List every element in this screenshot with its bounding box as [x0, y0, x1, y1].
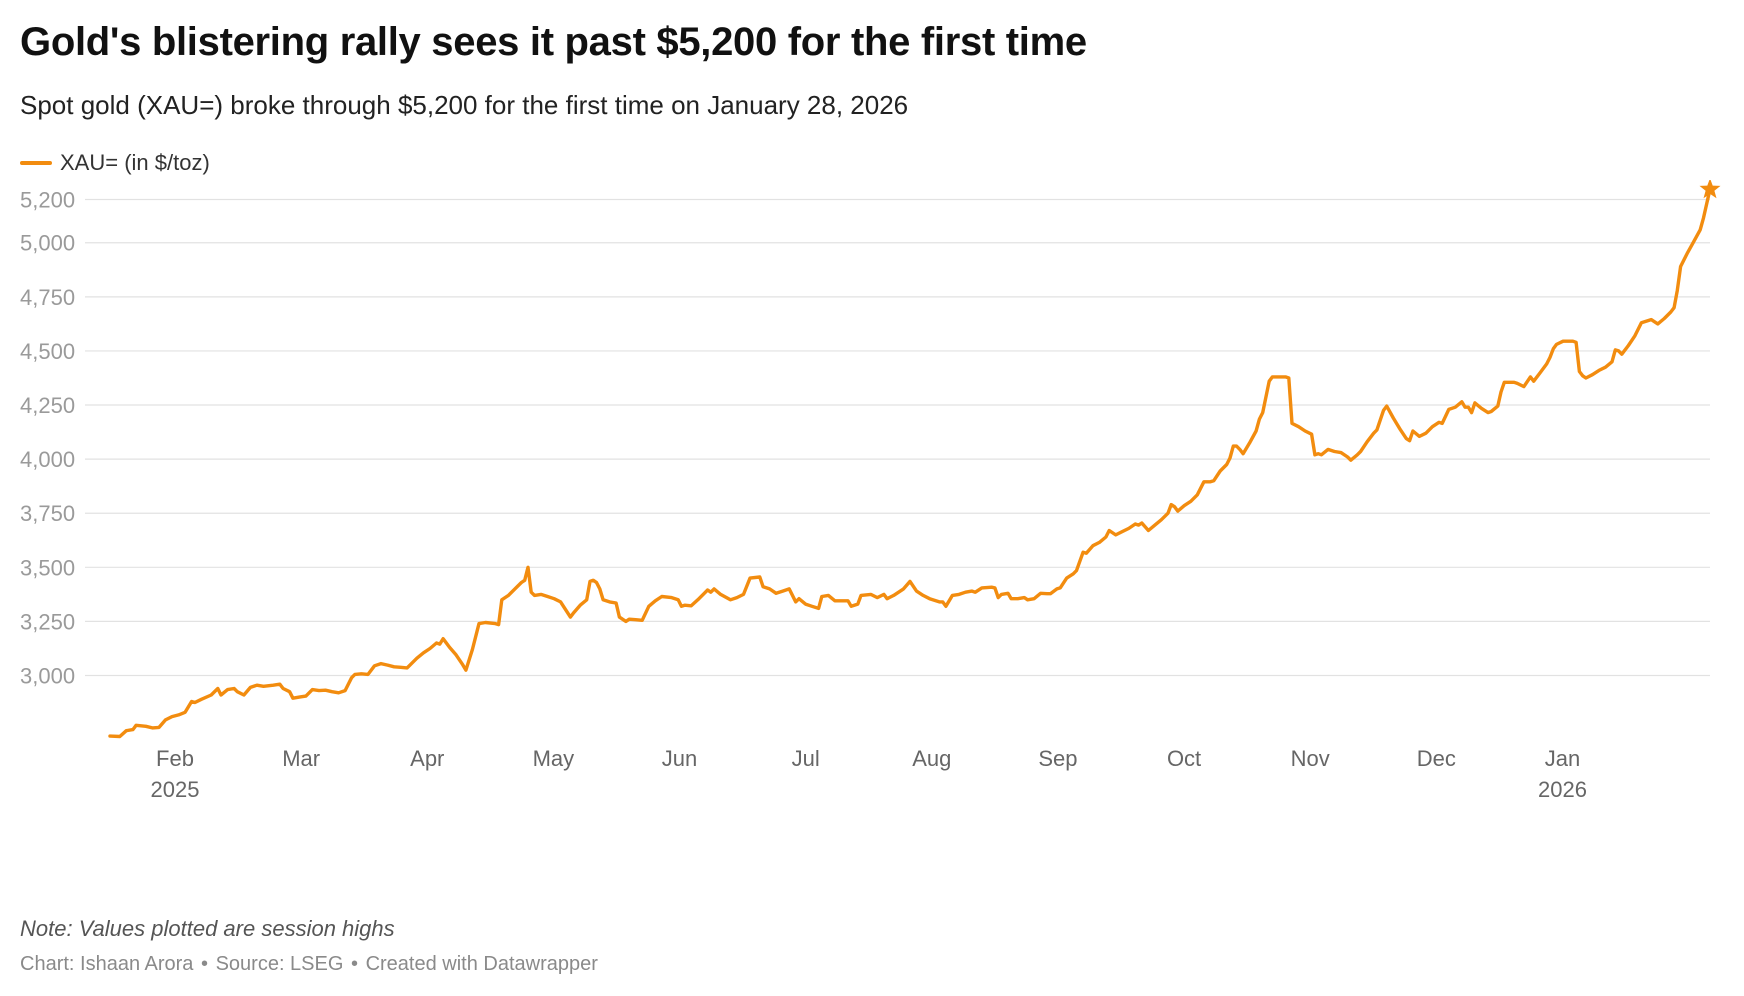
y-tick-label: 4,500: [20, 339, 75, 364]
x-tick-year-label: 2026: [1538, 777, 1587, 800]
x-tick-label: Aug: [912, 746, 951, 771]
x-tick-year-label: 2025: [151, 777, 200, 800]
y-tick-label: 4,750: [20, 285, 75, 310]
y-tick-label: 3,250: [20, 609, 75, 634]
chart-note: Note: Values plotted are session highs: [20, 916, 395, 941]
x-tick-label: May: [533, 746, 575, 771]
legend-swatch: [20, 161, 52, 165]
x-axis-ticks: Feb 2025 Mar Apr May Jun Jul Aug Sep Oct Nov Dec Jan…: [151, 746, 1587, 800]
x-tick-label: Jan: [1545, 746, 1580, 771]
series-line: [108, 187, 1712, 739]
x-tick-label: Nov: [1291, 746, 1330, 771]
credit-tool: Created with Datawrapper: [365, 953, 598, 975]
y-tick-label: 4,250: [20, 393, 75, 418]
chart-subtitle: Spot gold (XAU=) broke through $5,200 fo…: [20, 90, 909, 120]
line-chart: 3,000 3,250 3,500 3,750 4,000 4,250 4,500 4,750…: [20, 180, 1721, 800]
highlight-star-icon: [1699, 180, 1721, 199]
x-tick-label: Oct: [1167, 746, 1201, 771]
x-tick-label: Sep: [1038, 746, 1077, 771]
chart-credit: Chart: Ishaan Arora • Source: LSEG • Cre…: [20, 953, 598, 976]
credit-source: Source: LSEG: [215, 953, 344, 975]
credit-separator: •: [350, 953, 358, 975]
y-axis-ticks: 3,000 3,250 3,500 3,750 4,000 4,250 4,500 4,750…: [20, 187, 75, 688]
x-tick-label: Mar: [282, 746, 320, 771]
y-tick-label: 3,500: [20, 555, 75, 580]
credit-author: Chart: Ishaan Arora: [20, 953, 194, 975]
y-tick-label: 5,000: [20, 231, 75, 256]
legend: XAU= (in $/toz): [20, 150, 210, 176]
x-tick-label: Dec: [1417, 746, 1456, 771]
y-tick-label: 4,000: [20, 447, 75, 472]
x-tick-label: Jul: [792, 746, 820, 771]
gridlines: [85, 198, 1710, 677]
chart-title: Gold's blistering rally sees it past $5,…: [20, 20, 1087, 64]
series-layer: [108, 187, 1712, 739]
x-tick-label: Feb: [156, 746, 194, 771]
y-tick-label: 3,000: [20, 663, 75, 688]
y-tick-label: 5,200: [20, 187, 75, 212]
x-tick-label: Jun: [662, 746, 697, 771]
y-tick-label: 3,750: [20, 501, 75, 526]
legend-label: XAU= (in $/toz): [60, 150, 210, 175]
x-tick-label: Apr: [410, 746, 444, 771]
credit-separator: •: [201, 953, 209, 975]
marker-layer: [1699, 180, 1721, 199]
